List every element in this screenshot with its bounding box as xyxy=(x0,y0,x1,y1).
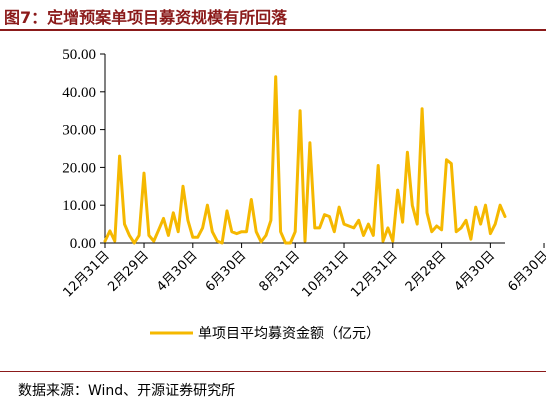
title-divider xyxy=(0,29,546,31)
series-line xyxy=(103,75,507,245)
x-tick-label: 6月30日 xyxy=(505,248,546,295)
figure-title: 图7：定增预案单项目募资规模有所回落 xyxy=(4,8,288,27)
y-tick-label: 20.00 xyxy=(62,160,96,176)
x-tick-label: 8月31日 xyxy=(257,248,304,295)
x-tick-label: 10月31日 xyxy=(299,248,351,300)
source-divider xyxy=(0,371,546,372)
y-tick-label: 40.00 xyxy=(62,85,96,101)
x-tick-label: 4月30日 xyxy=(154,248,201,295)
y-tick-label: 10.00 xyxy=(62,198,96,214)
x-tick-label: 2月29日 xyxy=(105,248,152,295)
series-layer xyxy=(103,75,507,245)
x-tick-label: 12月31日 xyxy=(60,248,112,300)
x-tick-label: 6月30日 xyxy=(203,248,250,295)
y-axis: 0.00 10.00 20.00 30.00 40.00 50.00 xyxy=(62,47,106,252)
y-tick-label: 30.00 xyxy=(62,123,96,139)
legend-label: 单项目平均募资金额（亿元） xyxy=(198,326,380,342)
y-tick-label: 0.00 xyxy=(70,236,96,252)
legend: 单项目平均募资金额（亿元） xyxy=(150,326,380,342)
source-note: 数据来源：Wind、开源证券研究所 xyxy=(18,383,236,399)
y-tick-label: 50.00 xyxy=(62,47,96,63)
x-tick-label: 12月31日 xyxy=(348,248,400,300)
x-tick-label: 2月28日 xyxy=(403,248,450,295)
chart-container: 0.00 10.00 20.00 30.00 40.00 50.00 12月31日 2月29… xyxy=(0,36,546,366)
x-tick-label: 4月30日 xyxy=(452,248,499,295)
